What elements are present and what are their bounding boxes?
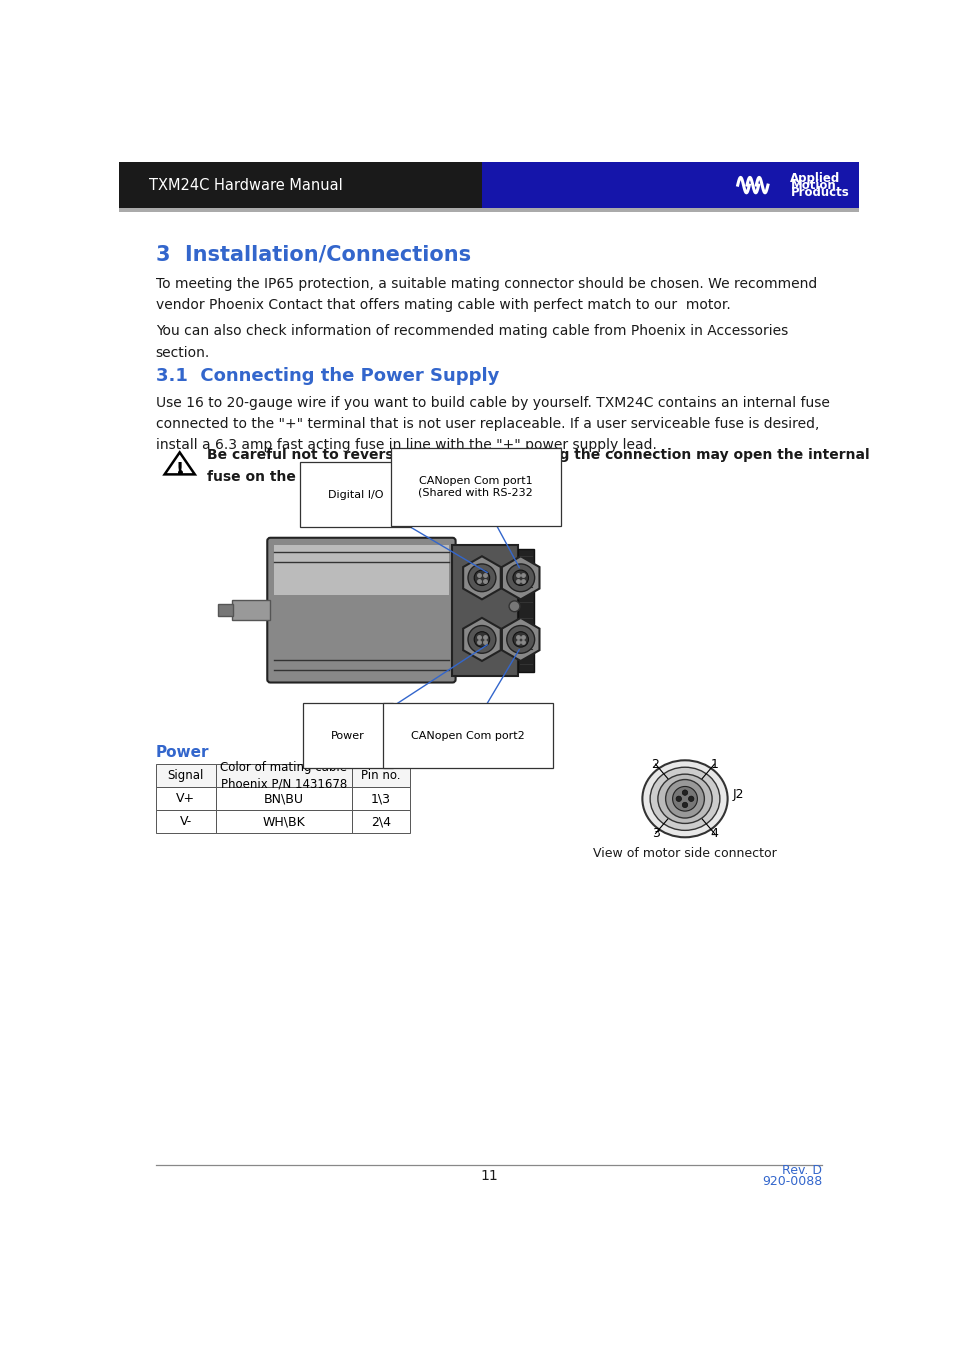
Text: CANopen Com port1
(Shared with RS-232: CANopen Com port1 (Shared with RS-232 <box>418 477 533 498</box>
Circle shape <box>681 802 687 807</box>
Polygon shape <box>501 618 539 662</box>
Text: CANopen Com port2: CANopen Com port2 <box>411 730 524 741</box>
Circle shape <box>681 790 687 795</box>
Text: Rev. D: Rev. D <box>781 1164 821 1177</box>
Text: J2: J2 <box>732 788 743 802</box>
Text: 3.1  Connecting the Power Supply: 3.1 Connecting the Power Supply <box>155 367 498 385</box>
Circle shape <box>509 601 519 612</box>
Text: Digital I/O: Digital I/O <box>328 490 383 500</box>
Circle shape <box>474 570 489 586</box>
Circle shape <box>506 625 534 653</box>
Bar <box>217 603 233 617</box>
Bar <box>119 208 858 212</box>
Text: WH\BK: WH\BK <box>262 815 305 829</box>
Text: TXM24C Hardware Manual: TXM24C Hardware Manual <box>149 178 342 193</box>
Text: 1: 1 <box>710 757 718 771</box>
Text: View of motor side connector: View of motor side connector <box>593 846 776 860</box>
Text: Signal: Signal <box>168 769 204 782</box>
Bar <box>216 810 352 833</box>
Circle shape <box>468 564 496 591</box>
Circle shape <box>672 787 697 811</box>
Bar <box>155 810 216 833</box>
Bar <box>119 162 481 208</box>
Ellipse shape <box>641 760 727 837</box>
Bar <box>274 544 448 595</box>
Text: You can also check information of recommended mating cable from Phoenix in Acces: You can also check information of recomm… <box>155 324 787 359</box>
Bar <box>352 810 410 833</box>
Polygon shape <box>165 452 194 474</box>
Circle shape <box>513 632 528 647</box>
Text: Power: Power <box>155 744 209 760</box>
Text: Use 16 to 20-gauge wire if you want to build cable by yourself. TXM24C contains : Use 16 to 20-gauge wire if you want to b… <box>155 396 829 452</box>
FancyBboxPatch shape <box>267 537 456 683</box>
Text: 2\4: 2\4 <box>371 815 391 829</box>
Circle shape <box>468 625 496 653</box>
Bar <box>216 764 352 787</box>
Circle shape <box>688 796 693 802</box>
Text: 4: 4 <box>710 828 718 840</box>
Text: !: ! <box>175 460 184 479</box>
Text: BN\BU: BN\BU <box>264 792 304 806</box>
Circle shape <box>513 570 528 586</box>
Circle shape <box>506 564 534 591</box>
Text: V-: V- <box>179 815 192 829</box>
Text: 920-0088: 920-0088 <box>761 1174 821 1188</box>
Circle shape <box>665 779 703 818</box>
Bar <box>232 601 270 620</box>
Text: 11: 11 <box>479 1169 497 1183</box>
Text: To meeting the IP65 protection, a suitable mating connector should be chosen. We: To meeting the IP65 protection, a suitab… <box>155 277 816 312</box>
Polygon shape <box>501 556 539 599</box>
Bar <box>481 162 858 208</box>
Text: Motion: Motion <box>790 178 835 192</box>
Bar <box>352 787 410 810</box>
Text: V+: V+ <box>176 792 195 806</box>
Circle shape <box>676 796 680 802</box>
Ellipse shape <box>649 767 720 830</box>
Text: 2: 2 <box>651 757 659 771</box>
Polygon shape <box>462 618 500 662</box>
Text: Be careful not to reverse the wires. Reversing the connection may open the inter: Be careful not to reverse the wires. Rev… <box>207 448 868 483</box>
Bar <box>216 787 352 810</box>
Text: 3  Installation/Connections: 3 Installation/Connections <box>155 244 471 265</box>
Text: Pin no.: Pin no. <box>360 769 400 782</box>
Text: Color of mating cable
Phoenix P/N 1431678: Color of mating cable Phoenix P/N 143167… <box>220 760 347 791</box>
Bar <box>155 787 216 810</box>
Polygon shape <box>462 556 500 599</box>
Bar <box>352 764 410 787</box>
Bar <box>452 544 517 675</box>
Text: Applied: Applied <box>790 171 840 185</box>
Bar <box>517 548 534 672</box>
Ellipse shape <box>658 774 711 824</box>
Text: 1\3: 1\3 <box>371 792 391 806</box>
Text: Power: Power <box>331 730 364 741</box>
Circle shape <box>474 632 489 647</box>
Text: Products: Products <box>790 185 848 198</box>
Text: 3: 3 <box>651 828 659 840</box>
Bar <box>155 764 216 787</box>
